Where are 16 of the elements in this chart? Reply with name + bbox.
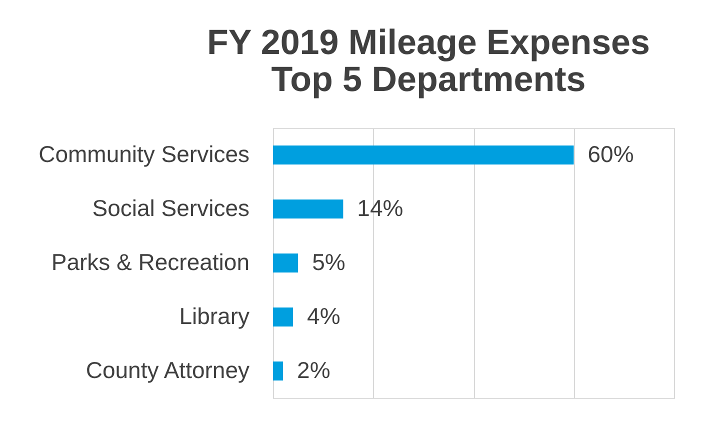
y-tick-label: Social Services (92, 195, 250, 221)
bar (273, 200, 344, 218)
bar (273, 254, 298, 272)
data-label: 4% (307, 303, 340, 329)
y-tick-label: County Attorney (86, 357, 250, 383)
data-label: 14% (357, 195, 404, 221)
y-tick-label: Library (179, 303, 250, 329)
data-label: 5% (312, 249, 346, 275)
bar (273, 362, 284, 380)
y-tick-label: Parks & Recreation (51, 249, 250, 275)
data-label: 2% (297, 357, 330, 383)
chart-title: FY 2019 Mileage Expenses Top 5 Departments (207, 23, 650, 99)
bar (273, 308, 294, 326)
bar (273, 146, 574, 164)
y-tick-label: Community Services (38, 141, 250, 167)
data-label: 60% (588, 141, 634, 167)
